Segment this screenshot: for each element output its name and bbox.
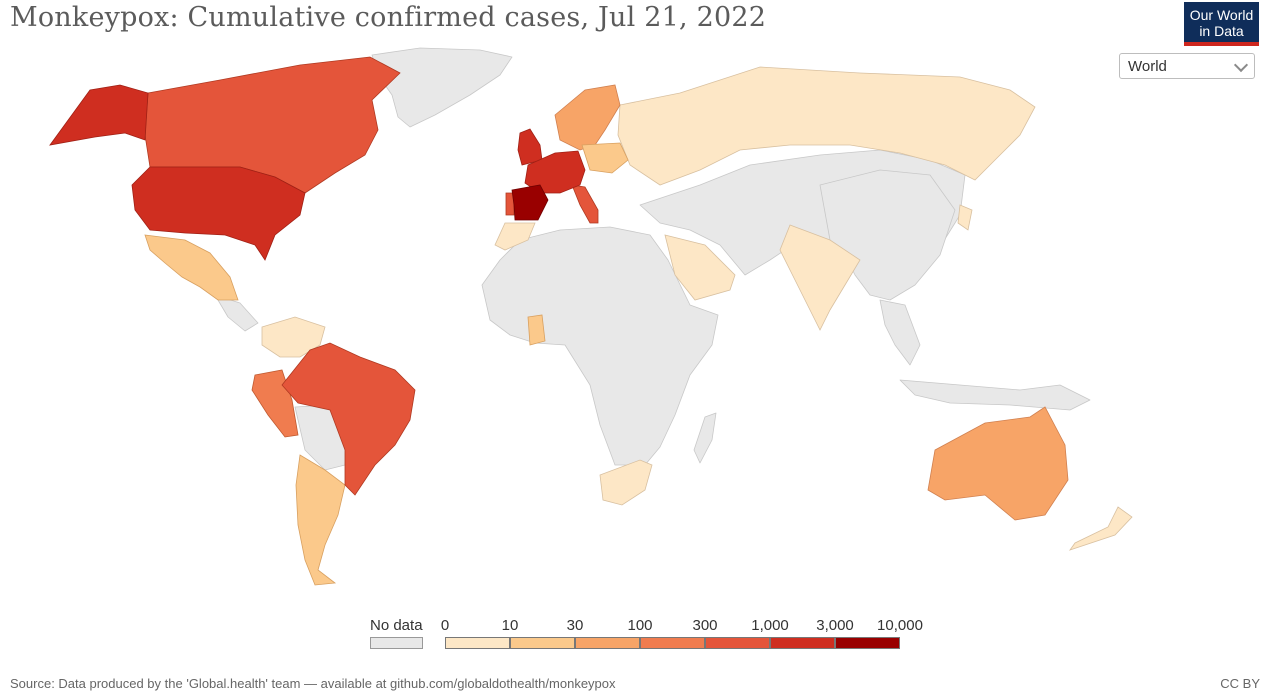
legend-tick-label: 100 [627,617,653,634]
legend-bin-2[interactable] [575,637,640,649]
country-italy[interactable] [571,184,599,224]
country-japan[interactable] [957,204,973,231]
region-select-value: World [1128,58,1167,75]
legend-bin-5[interactable] [770,637,835,649]
legend-no-data-swatch [370,637,423,649]
region-southeast-asia[interactable] [879,299,921,366]
country-brazil[interactable] [281,342,416,496]
legend-no-data-label: No data [370,617,423,634]
region-select[interactable]: World [1119,53,1255,79]
legend-tick-label: 30 [566,617,584,634]
country-greenland[interactable] [371,47,513,128]
legend-bin-1[interactable] [510,637,575,649]
country-morocco[interactable] [494,222,536,251]
legend-tick-label: 3,000 [816,617,854,634]
country-africa-nodata[interactable] [481,226,719,466]
logo-line-2: in Data [1199,23,1244,39]
legend-tick-label: 0 [440,617,450,634]
country-united-states[interactable] [131,166,306,261]
country-poland[interactable] [581,142,629,174]
source-note: Source: Data produced by the 'Global.hea… [10,676,616,691]
country-spain[interactable] [511,184,549,221]
country-ghana[interactable] [527,314,546,346]
country-russia[interactable] [617,66,1036,186]
legend-tick-label: 300 [692,617,718,634]
legend-tick-label: 1,000 [751,617,789,634]
chart-title: Monkeypox: Cumulative confirmed cases, J… [10,2,767,33]
owid-logo[interactable]: Our World in Data [1184,2,1259,46]
license-label[interactable]: CC BY [1220,676,1260,691]
region-indonesia[interactable] [899,379,1091,411]
country-australia[interactable] [927,406,1069,521]
country-france-germany[interactable] [524,150,586,194]
legend-bin-6[interactable] [835,637,900,649]
legend-bin-4[interactable] [705,637,770,649]
country-saudi-arabia[interactable] [664,234,736,301]
logo-line-1: Our World [1189,7,1254,23]
world-map[interactable] [0,45,1280,610]
country-india[interactable] [779,224,861,331]
country-madagascar[interactable] [693,412,717,464]
country-scandinavia[interactable] [554,84,621,151]
country-united-kingdom[interactable] [517,128,543,166]
country-portugal[interactable] [505,192,515,216]
legend-tick-label: 10,000 [877,617,923,634]
legend-bin-3[interactable] [640,637,705,649]
country-new-zealand[interactable] [1068,506,1133,551]
country-south-africa[interactable] [599,459,653,506]
legend: No data 0 10 30 100 300 1,000 3,000 10,000 [370,617,930,653]
legend-bin-0[interactable] [445,637,510,649]
country-argentina[interactable] [295,454,346,586]
country-united-states-alaska[interactable] [49,84,149,146]
region-central-america[interactable] [214,294,259,332]
legend-tick-label: 10 [501,617,519,634]
country-mexico[interactable] [144,234,239,301]
